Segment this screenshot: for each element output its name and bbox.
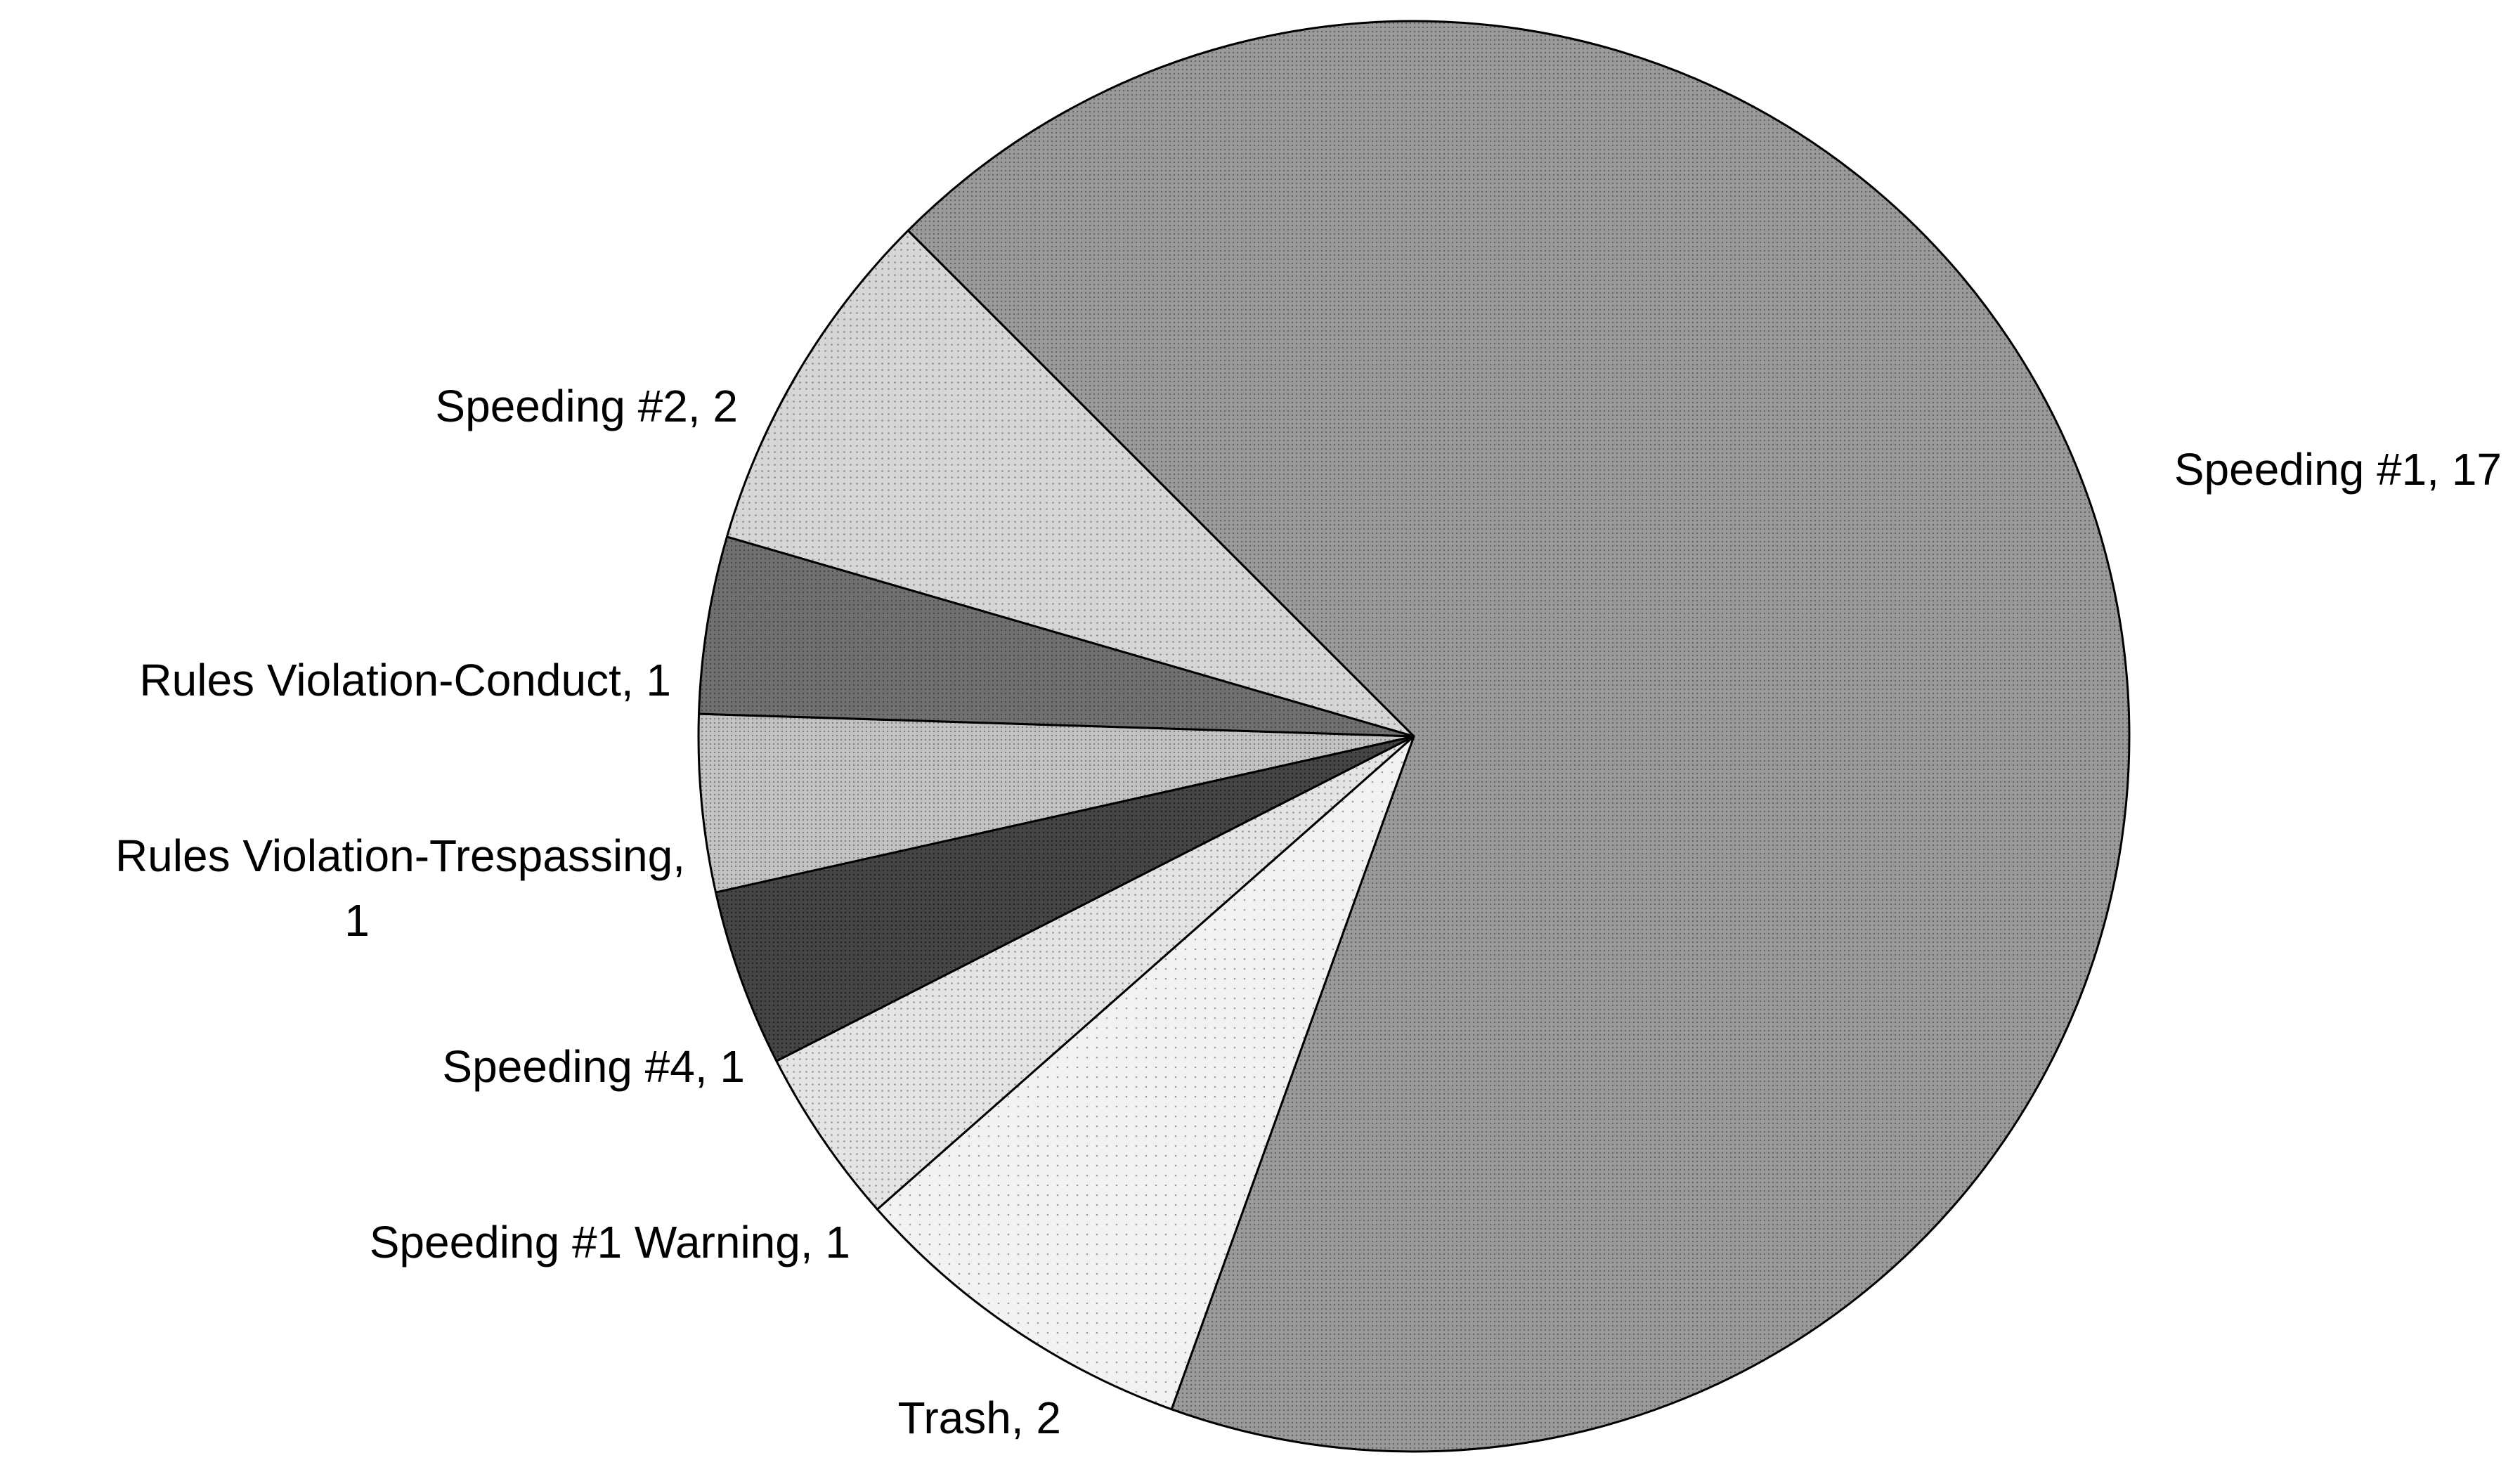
pie-slice-rules-violation-conduct — [698, 535, 1415, 738]
pie-slices — [697, 20, 2131, 1453]
slice-label-trash: Trash, 2 — [898, 1393, 1061, 1443]
slice-label-speeding-4: Speeding #4, 1 — [442, 1041, 745, 1092]
slice-label-speeding-1: Speeding #1, 17 — [2174, 444, 2502, 495]
pie-slice-speeding-1-warning — [775, 735, 1415, 1211]
slice-label-speeding-2: Speeding #2, 2 — [435, 381, 738, 431]
slice-label-rules-violation-trespassing: Rules Violation-Trespassing, — [115, 830, 685, 881]
slice-label-rules-violation-conduct: Rules Violation-Conduct, 1 — [139, 655, 671, 705]
slice-label-speeding-1-warning: Speeding #1 Warning, 1 — [370, 1217, 850, 1267]
slice-label-rules-violation-trespassing-line-2: 1 — [344, 895, 370, 946]
pie-slice-speeding-4 — [715, 735, 1415, 1062]
pie-slice-trash — [876, 735, 1415, 1411]
pie-labels: Speeding #1, 17 Trash, 2 Speeding #1 Warni… — [115, 381, 2502, 1443]
pie-slice-speeding-2 — [725, 229, 1415, 738]
pie-slice-rules-violation-trespassing — [697, 712, 1415, 894]
pie-slice-speeding-1 — [907, 20, 2131, 1453]
